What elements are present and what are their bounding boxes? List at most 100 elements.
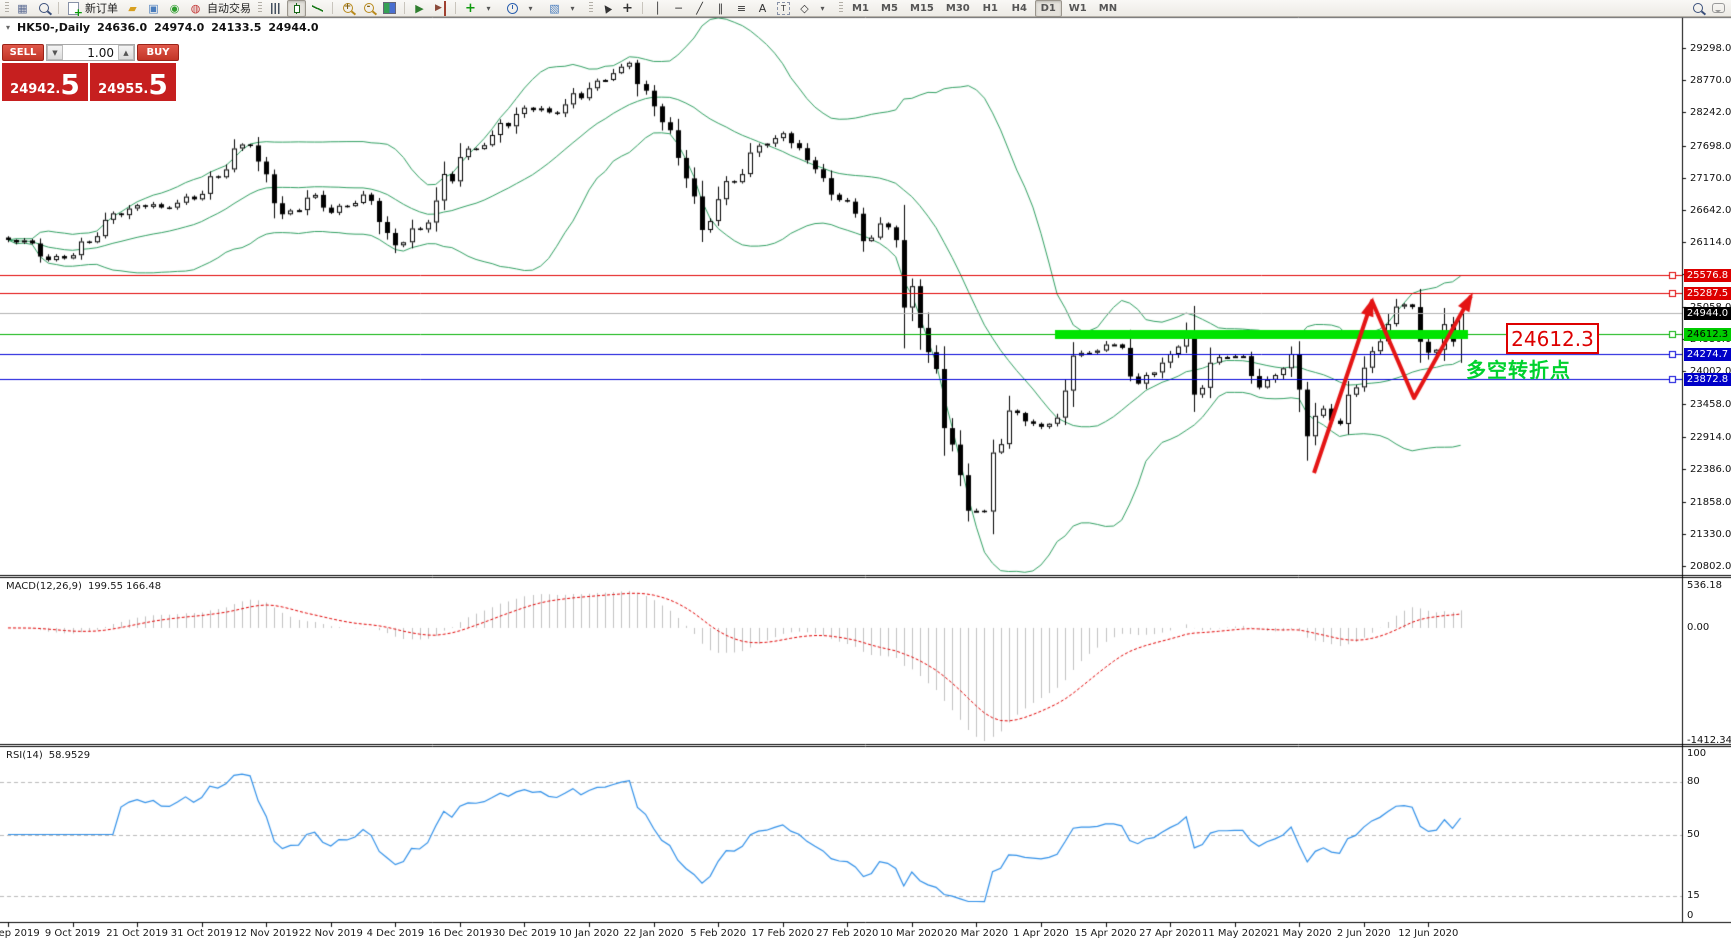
trendline-icon[interactable]: ╱	[690, 0, 709, 17]
timeframe-button-H4[interactable]: H4	[1011, 2, 1027, 14]
rsi-name: RSI(14)	[6, 750, 43, 761]
metaeditor-icon[interactable]: ▰	[123, 0, 142, 17]
price-axis-tick: 22386.0	[1690, 463, 1731, 475]
candlestick-chart-icon[interactable]	[287, 0, 306, 17]
sell-price-box[interactable]: 24942. 5	[2, 63, 88, 101]
crosshair-icon[interactable]: +	[618, 0, 637, 17]
timeframe-button-M30[interactable]: M30	[945, 2, 970, 14]
price-tag-25287.5[interactable]: 25287.5	[1684, 286, 1731, 300]
chart-shift-icon[interactable]: ▶	[431, 0, 450, 17]
chat-icon[interactable]	[1709, 0, 1728, 17]
text-label-icon[interactable]: T	[774, 0, 793, 17]
buy-price-box[interactable]: 24955. 5	[90, 63, 176, 101]
line-chart-icon[interactable]	[308, 0, 327, 17]
tile-windows-icon[interactable]	[380, 0, 399, 17]
periods-icon[interactable]	[503, 0, 522, 17]
toolbar-drag-handle[interactable]	[589, 2, 593, 14]
level-price-annotation[interactable]: 24612.3	[1506, 323, 1599, 354]
chart-expand-icon[interactable]: ▾	[6, 23, 11, 32]
date-axis-tick[interactable]: 11 May 2020	[1202, 928, 1268, 939]
date-axis-tick[interactable]: 12 Jun 2020	[1398, 928, 1459, 939]
date-axis-tick[interactable]: 2 Jun 2020	[1336, 928, 1391, 939]
indicators-icon[interactable]: +	[461, 0, 480, 17]
arrows-dropdown-icon[interactable]: ▾	[816, 0, 835, 17]
search-icon[interactable]	[1688, 0, 1707, 17]
vertical-line-icon: │	[654, 1, 661, 15]
cursor-icon[interactable]: ▲	[597, 0, 616, 17]
date-axis-tick[interactable]: 12 Nov 2019	[234, 928, 299, 939]
new-order-icon[interactable]	[64, 0, 83, 20]
date-axis-tick[interactable]: 15 Apr 2020	[1074, 928, 1137, 939]
new-chart-icon[interactable]: ▦	[13, 0, 32, 17]
tile-windows-icon	[383, 2, 396, 14]
rsi-value: 58.9529	[48, 750, 91, 761]
symbol-period-label: HK50-,Daily	[17, 21, 91, 34]
date-axis-tick[interactable]: 27 Feb 2020	[816, 928, 879, 939]
indicators-dropdown-icon[interactable]: ▾	[482, 0, 501, 17]
zoom-in-icon[interactable]: +	[338, 0, 357, 17]
date-axis-tick[interactable]: 21 May 2020	[1266, 928, 1332, 939]
timeframe-button-M1[interactable]: M1	[852, 2, 869, 14]
volume-increase-icon[interactable]: ▲	[118, 45, 134, 60]
vertical-line-icon[interactable]: │	[648, 0, 667, 17]
date-axis-tick[interactable]: 10 Jan 2020	[559, 928, 620, 939]
periods-dropdown-icon[interactable]: ▾	[524, 0, 543, 17]
market-watch-icon[interactable]	[34, 0, 53, 17]
channel-icon[interactable]: ∥	[711, 0, 730, 17]
autotrading-label[interactable]: 自动交易	[207, 2, 251, 15]
cursor-icon: ▲	[600, 1, 613, 15]
timeframe-button-W1[interactable]: W1	[1068, 2, 1087, 14]
price-tag-23872.8[interactable]: 23872.8	[1684, 372, 1731, 386]
timeframe-button-H1[interactable]: H1	[982, 2, 998, 14]
fibonacci-icon[interactable]: ≡	[732, 0, 751, 17]
date-axis-tick[interactable]: 31 Oct 2019	[170, 928, 233, 939]
date-axis-tick[interactable]: 1 Apr 2020	[1013, 928, 1069, 939]
date-axis-tick[interactable]: 25 Sep 2019	[0, 928, 40, 939]
date-axis-tick[interactable]: 4 Dec 2019	[366, 928, 425, 939]
text-icon[interactable]: A	[753, 0, 772, 17]
zoom-out-icon[interactable]: -	[359, 0, 378, 17]
price-axis-tick: 26642.0	[1690, 204, 1731, 216]
toolbar-drag-handle[interactable]	[5, 2, 9, 14]
horizontal-line-icon[interactable]: ─	[669, 0, 688, 17]
toolbar-drag-handle[interactable]	[839, 2, 843, 14]
date-axis-tick[interactable]: 9 Oct 2019	[44, 928, 101, 939]
volume-stepper: ▼ 1.00 ▲	[46, 44, 135, 61]
price-tag-24944.0[interactable]: 24944.0	[1684, 306, 1731, 320]
date-axis-tick[interactable]: 16 Dec 2019	[427, 928, 492, 939]
autotrading-icon[interactable]: ◍	[186, 0, 205, 17]
date-axis-tick[interactable]: 17 Feb 2020	[751, 928, 814, 939]
buy-button[interactable]: BUY	[137, 44, 179, 61]
timeframe-button-D1[interactable]: D1	[1034, 0, 1062, 17]
price-tag-24274.7[interactable]: 24274.7	[1684, 347, 1731, 361]
volume-value[interactable]: 1.00	[87, 45, 114, 60]
templates-icon[interactable]: ▧	[545, 0, 564, 17]
turning-point-annotation[interactable]: 多空转折点	[1466, 358, 1571, 382]
sell-button[interactable]: SELL	[2, 44, 44, 61]
date-axis-tick[interactable]: 30 Dec 2019	[492, 928, 557, 939]
price-tag-25576.8[interactable]: 25576.8	[1684, 268, 1731, 282]
date-axis-tick[interactable]: 21 Oct 2019	[106, 928, 169, 939]
timeframe-button-M15[interactable]: M15	[910, 2, 934, 14]
new-order-label[interactable]: 新订单	[85, 2, 118, 15]
date-axis-tick[interactable]: 5 Feb 2020	[690, 928, 747, 939]
date-axis-tick[interactable]: 20 Mar 2020	[944, 928, 1009, 939]
chat-icon	[1712, 3, 1725, 13]
volume-decrease-icon[interactable]: ▼	[47, 45, 63, 60]
signals-icon[interactable]: ◉	[165, 0, 184, 17]
date-axis-tick[interactable]: 10 Mar 2020	[880, 928, 944, 939]
timeframe-button-MN[interactable]: MN	[1098, 2, 1118, 14]
date-axis-tick[interactable]: 22 Jan 2020	[623, 928, 684, 939]
bar-chart-icon[interactable]	[266, 0, 285, 17]
ohlc-close: 24944.0	[268, 21, 319, 34]
date-axis-tick[interactable]: 27 Apr 2020	[1139, 928, 1201, 939]
templates-dropdown-icon[interactable]: ▾	[566, 0, 585, 17]
arrows-icon[interactable]: ◇	[795, 0, 814, 17]
terminal-icon[interactable]: ▣	[144, 0, 163, 17]
toolbar-drag-handle[interactable]	[258, 2, 262, 14]
date-axis-tick[interactable]: 22 Nov 2019	[298, 928, 363, 939]
price-tag-24612.3[interactable]: 24612.3	[1684, 327, 1731, 341]
timeframe-button-M5[interactable]: M5	[881, 2, 898, 14]
auto-scroll-icon[interactable]: ▶	[410, 0, 429, 17]
